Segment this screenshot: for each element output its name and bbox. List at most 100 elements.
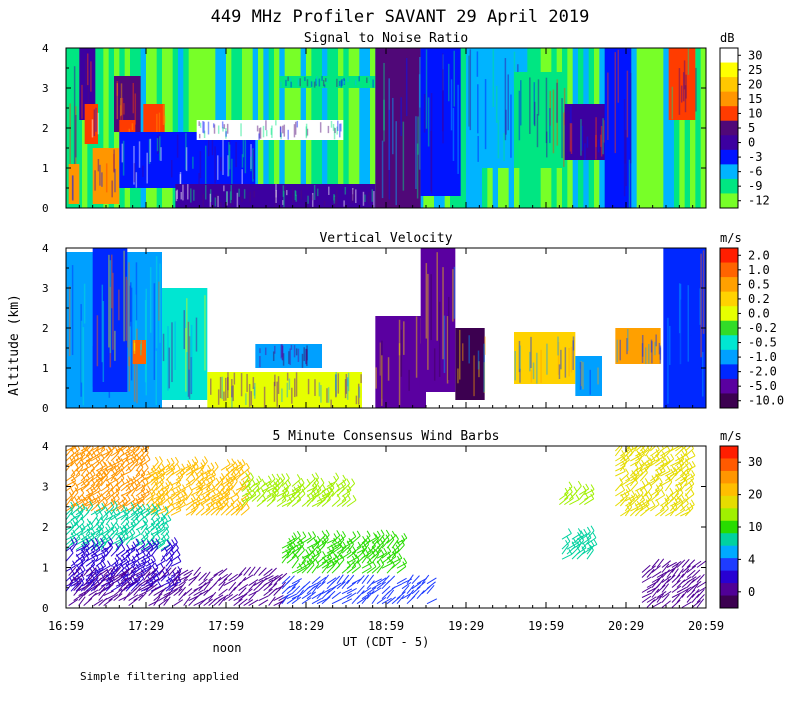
wind-barb <box>620 459 630 467</box>
wind-barb <box>361 567 372 574</box>
wind-barb <box>218 568 228 576</box>
wind-barb-flag <box>641 480 646 487</box>
wind-barb <box>230 474 241 481</box>
heatmap-background-strip <box>684 48 691 208</box>
wind-barb-flag <box>111 470 116 476</box>
wind-barb <box>150 509 161 516</box>
wind-barb <box>70 582 79 592</box>
wind-barb <box>266 498 276 507</box>
wind-barb-flag <box>80 573 85 580</box>
heatmap-speckle <box>423 94 426 133</box>
wind-barb <box>158 594 169 602</box>
wind-barb-flag <box>115 522 120 528</box>
colorbar-tick-label: 0.0 <box>748 306 770 320</box>
wind-barb <box>218 594 229 602</box>
wind-barb-flag <box>365 539 370 545</box>
wind-barb-flag <box>361 550 366 556</box>
wind-barb <box>120 446 129 452</box>
wind-barb-flag <box>90 531 95 538</box>
wind-barb <box>248 579 259 587</box>
wind-barb <box>634 507 644 517</box>
heatmap-speckle <box>235 142 237 168</box>
wind-barb-flag <box>276 473 281 480</box>
wind-barb <box>110 567 119 577</box>
wind-barb <box>640 459 650 467</box>
wind-barb <box>205 499 216 506</box>
wind-barb <box>681 601 692 608</box>
wind-barb <box>336 539 345 549</box>
wind-barb <box>213 569 224 577</box>
wind-barb-flag <box>681 494 686 501</box>
heatmap-speckle <box>307 378 310 395</box>
wind-barb <box>341 565 351 574</box>
y-tick-label: 3 <box>42 282 49 295</box>
wind-barb <box>210 494 221 501</box>
wind-barb-flag <box>681 440 684 445</box>
wind-barb <box>173 571 181 581</box>
wind-barb-flag <box>380 539 384 545</box>
wind-barb-flag <box>296 474 301 480</box>
wind-barb-flag <box>581 546 586 552</box>
wind-barb <box>671 580 681 588</box>
heatmap-speckle <box>311 192 314 207</box>
wind-barb-flag <box>325 529 330 536</box>
heatmap-speckle <box>306 345 308 361</box>
colorbar-swatch <box>720 595 738 609</box>
colorbar-tick-label: 25 <box>748 63 762 77</box>
wind-barb <box>75 466 84 477</box>
wind-barb <box>681 565 691 573</box>
heatmap-speckle <box>344 379 347 399</box>
heatmap-speckle <box>303 347 305 362</box>
wind-barb <box>145 547 154 557</box>
wind-barb <box>640 504 650 512</box>
wind-barb-flag <box>112 475 116 481</box>
wind-barb-flag <box>97 485 101 491</box>
wind-barb <box>671 592 683 598</box>
heatmap-speckle <box>442 54 444 91</box>
wind-barb <box>100 476 108 487</box>
heatmap-speckle <box>227 372 229 391</box>
wind-barb <box>70 538 81 546</box>
wind-barb <box>669 472 678 482</box>
heatmap-background-strip <box>306 248 312 408</box>
wind-barb-flag <box>82 534 87 540</box>
wind-barb-flag <box>585 483 590 490</box>
heatmap-speckle <box>684 297 686 360</box>
wind-barb-flag <box>177 485 182 491</box>
wind-barb <box>376 577 387 585</box>
wind-barb-flag <box>312 490 317 496</box>
heatmap-speckle <box>158 112 161 138</box>
wind-barb-flag <box>323 491 328 497</box>
wind-barb-flag <box>147 581 152 587</box>
wind-barb <box>193 571 201 581</box>
heatmap-speckle <box>570 346 573 373</box>
wind-barb <box>75 559 86 567</box>
wind-barb-flag <box>77 446 81 450</box>
wind-barb <box>150 529 162 536</box>
wind-barb <box>664 481 673 492</box>
wind-barb-flag <box>666 440 669 445</box>
heatmap-speckle <box>297 348 300 362</box>
wind-barb <box>200 476 209 486</box>
wind-barb-flag <box>568 549 573 555</box>
wind-barb-flag <box>135 507 140 513</box>
x-tick-label: 18:59 <box>368 619 404 633</box>
wind-barb-flag <box>144 520 148 527</box>
heatmap-speckle <box>513 51 516 87</box>
wind-barb-flag <box>251 478 256 485</box>
wind-barb <box>671 574 681 583</box>
wind-barb <box>180 468 191 476</box>
wind-barb <box>193 600 204 607</box>
wind-barb <box>113 574 124 582</box>
wind-barb <box>80 523 91 531</box>
wind-barb-flag <box>80 517 85 523</box>
wind-barb <box>85 456 94 467</box>
wind-barb <box>68 566 77 576</box>
wind-barb-flag <box>375 549 380 555</box>
wind-barb <box>185 509 196 516</box>
wind-barb-flag <box>590 525 595 531</box>
wind-barb <box>671 599 681 608</box>
wind-barb <box>88 567 97 576</box>
wind-barb-flag <box>176 464 181 470</box>
heatmap-background-strip <box>578 248 584 408</box>
